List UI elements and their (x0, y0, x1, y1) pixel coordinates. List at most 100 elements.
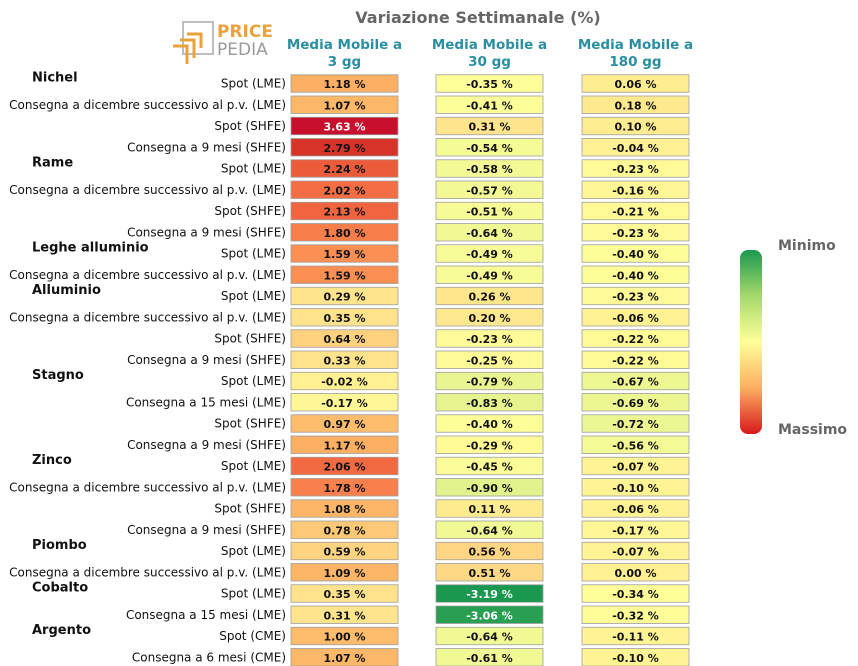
heatmap-cell (290, 435, 399, 454)
heatmap-cell (435, 541, 544, 561)
row-label: Consegna a 6 mesi (CME) (132, 650, 286, 664)
cell-value-label: -0.54 % (466, 142, 513, 155)
heatmap-cell (290, 626, 399, 646)
row-label: Spot (SHFE) (214, 119, 286, 133)
row-label: Spot (SHFE) (214, 502, 286, 516)
logo-frame-icon (182, 21, 214, 55)
heatmap-cell (435, 74, 544, 93)
heatmap-cell (435, 414, 544, 433)
row-labels: Nichel Spot (LME) Consegna a dicembre succ… (9, 71, 286, 665)
cell-value-label: -0.23 % (466, 333, 513, 346)
heatmap-cell (435, 435, 544, 454)
logo-bars-icon (173, 32, 203, 64)
heatmap-cell (581, 393, 690, 412)
heatmap-cell (581, 435, 690, 454)
heatmap-cell (290, 584, 399, 603)
heatmap-cell (581, 95, 690, 114)
heatmap-cell (290, 159, 399, 178)
row-label: Consegna a dicembre successivo al p.v. (… (9, 565, 286, 579)
heatmap-cell (581, 74, 690, 93)
heatmap-cell (435, 116, 544, 136)
cell-value-label: 1.17 % (324, 439, 366, 452)
heatmap-cell (435, 308, 544, 327)
cell-value-label: 1.07 % (324, 652, 366, 665)
heatmap-cell (581, 648, 690, 666)
row-label: Consegna a 15 mesi (LME) (126, 395, 286, 409)
heatmap-cell (435, 138, 544, 157)
group-label: Nichel (32, 71, 78, 86)
cell-value-label: -0.17 % (321, 397, 368, 410)
heatmap-cell (435, 478, 544, 497)
cell-value-label: -0.23 % (612, 163, 659, 176)
cell-value-label: 0.11 % (469, 503, 511, 516)
cell-value-label: -0.23 % (612, 227, 659, 240)
row-label: Spot (LME) (221, 162, 286, 176)
row-label: Consegna a 9 mesi (SHFE) (127, 523, 286, 537)
row-label: Consegna a 9 mesi (SHFE) (127, 353, 286, 367)
group-label: Stagno (32, 368, 84, 383)
cell-value-label: -0.22 % (612, 333, 659, 346)
cell-value-label: 0.10 % (615, 121, 657, 134)
cell-value-label: -0.79 % (466, 376, 513, 389)
cell-value-label: -0.16 % (612, 184, 659, 197)
heatmap-cell (290, 74, 399, 93)
colorbar-gradient (740, 250, 762, 434)
heatmap-cell (290, 520, 399, 539)
cell-value-label: -0.56 % (612, 439, 659, 452)
column-header-1-line2: 3 gg (328, 54, 361, 70)
group-label: Zinco (32, 453, 72, 468)
heatmap-cell (581, 350, 690, 369)
heatmap-cell (290, 563, 399, 582)
heatmap-cell (581, 456, 690, 476)
cell-value-label: 0.00 % (615, 567, 657, 580)
heatmap-cell (435, 626, 544, 646)
heatmap-cell (435, 286, 544, 306)
column-header-2-line2: 30 gg (468, 54, 511, 70)
cell-value-label: 0.35 % (324, 312, 366, 325)
heatmap-cell (581, 116, 690, 136)
heatmap-cell (435, 244, 544, 263)
heatmap-cell (435, 393, 544, 412)
heatmap-cell (581, 201, 690, 221)
cell-value-label: -0.34 % (612, 588, 659, 601)
column-header-3: Media Mobile a (578, 37, 693, 53)
logo-text-price: PRICE (217, 22, 273, 42)
row-label: Spot (SHFE) (214, 204, 286, 218)
heatmap-cell (290, 456, 399, 476)
heatmap-cell (435, 456, 544, 476)
row-label: Consegna a dicembre successivo al p.v. (… (9, 183, 286, 197)
column-header-3-line2: 180 gg (609, 54, 661, 70)
cell-value-label: 1.78 % (324, 482, 366, 495)
heatmap-cell (581, 520, 690, 539)
heatmap-cell (290, 180, 399, 199)
cell-value-label: -0.06 % (612, 503, 659, 516)
cell-value-label: -0.40 % (612, 269, 659, 282)
cell-value-label: 0.35 % (324, 588, 366, 601)
cell-value-label: 1.08 % (324, 503, 366, 516)
cell-value-label: -0.22 % (612, 354, 659, 367)
cell-value-label: 1.59 % (324, 248, 366, 261)
group-label: Rame (32, 156, 73, 171)
heatmap-cell (435, 159, 544, 178)
heatmap-cell (290, 393, 399, 412)
heatmap-cell (435, 201, 544, 221)
row-label: Consegna a 9 mesi (SHFE) (127, 438, 286, 452)
cell-value-label: -0.17 % (612, 524, 659, 537)
heatmap-cell (581, 371, 690, 391)
heatmap-cell (581, 626, 690, 646)
heatmap-cell (290, 499, 399, 518)
cell-value-label: -0.29 % (466, 439, 513, 452)
heatmap-cell (581, 478, 690, 497)
heatmap-cell (290, 138, 399, 157)
cell-value-label: 0.33 % (324, 354, 366, 367)
heatmap-cell (290, 478, 399, 497)
heatmap-cell (581, 563, 690, 582)
heatmap-cell (581, 159, 690, 178)
heatmap-cell (290, 371, 399, 391)
cell-value-label: -0.11 % (612, 631, 659, 644)
heatmap-cell (290, 350, 399, 369)
heatmap-cell (581, 414, 690, 433)
cell-value-label: -0.64 % (466, 631, 513, 644)
heatmap-cell (290, 95, 399, 114)
